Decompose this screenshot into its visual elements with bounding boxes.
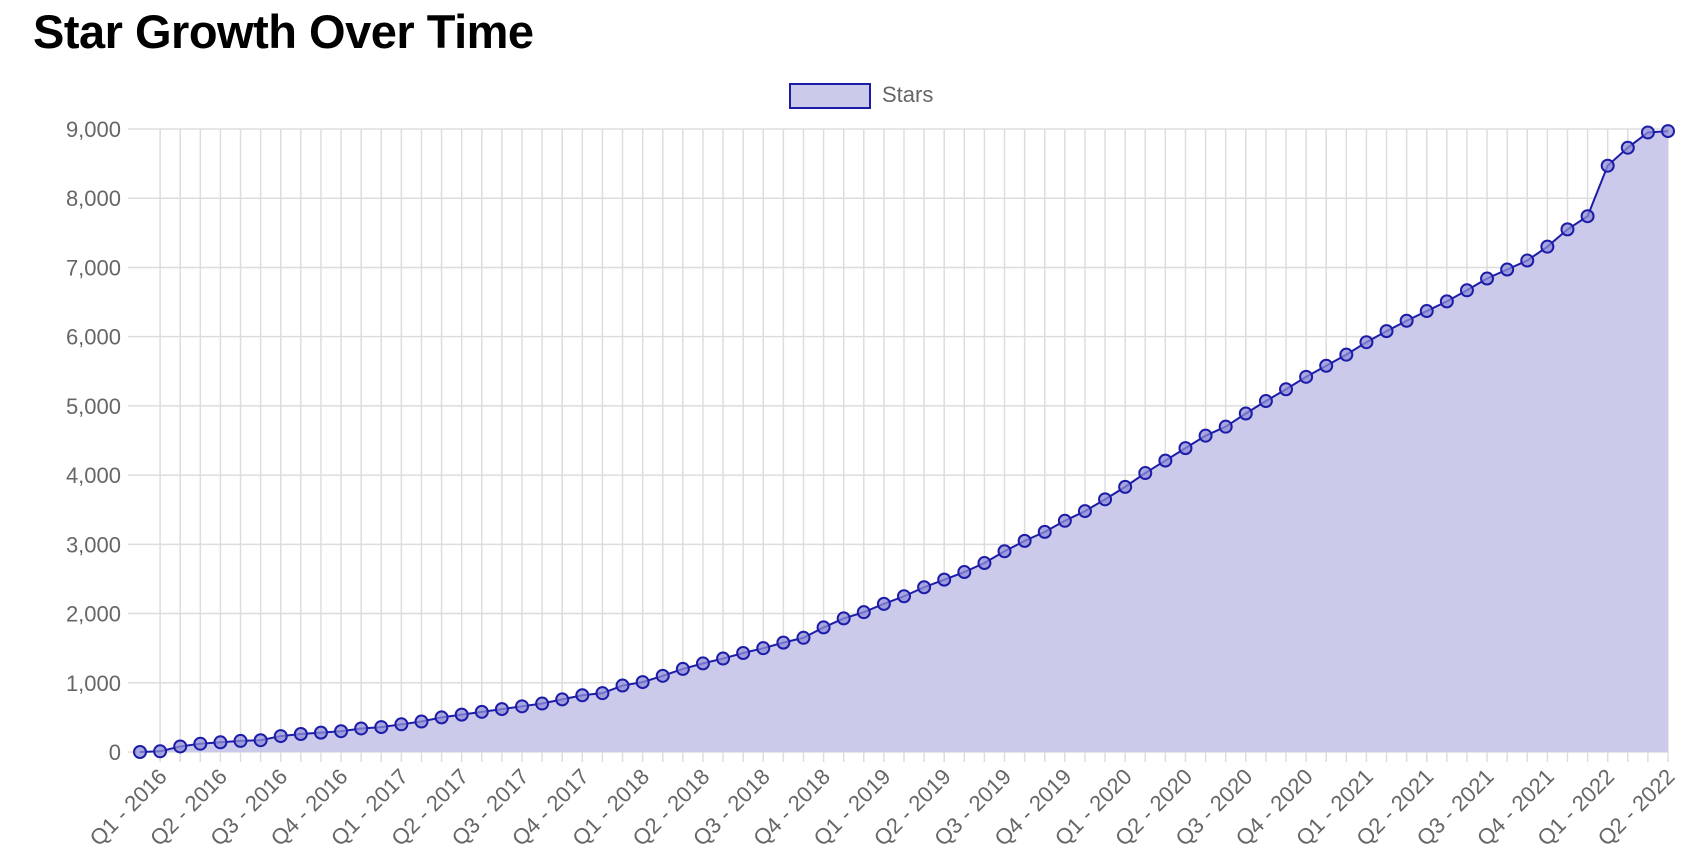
data-point[interactable] — [977, 556, 992, 571]
data-point[interactable] — [253, 733, 268, 748]
data-point[interactable] — [595, 686, 610, 701]
y-tick-label: 2,000 — [66, 602, 121, 627]
data-point[interactable] — [957, 565, 972, 580]
data-point[interactable] — [1399, 313, 1414, 328]
data-point[interactable] — [1118, 479, 1133, 494]
y-tick-label: 4,000 — [66, 463, 121, 488]
data-point[interactable] — [1379, 324, 1394, 339]
data-point[interactable] — [515, 699, 529, 714]
data-point[interactable] — [474, 704, 489, 719]
y-tick-label: 7,000 — [66, 255, 121, 280]
data-point[interactable] — [1600, 158, 1615, 173]
data-point[interactable] — [917, 580, 932, 595]
data-point[interactable] — [555, 692, 570, 707]
data-point[interactable] — [836, 611, 851, 626]
data-point[interactable] — [897, 589, 911, 604]
data-point[interactable] — [394, 717, 409, 732]
data-point[interactable] — [1319, 358, 1334, 373]
data-point[interactable] — [856, 605, 871, 620]
data-point[interactable] — [1459, 283, 1474, 298]
series-stars — [133, 124, 1675, 759]
data-point[interactable] — [354, 721, 369, 736]
data-point[interactable] — [293, 727, 308, 742]
data-point[interactable] — [414, 714, 429, 729]
y-tick-label: 5,000 — [66, 394, 121, 419]
data-point[interactable] — [1218, 419, 1233, 434]
data-point[interactable] — [1339, 347, 1354, 362]
data-point[interactable] — [575, 688, 590, 703]
data-point[interactable] — [1299, 369, 1314, 384]
data-point[interactable] — [1480, 271, 1495, 286]
data-point[interactable] — [776, 635, 791, 650]
y-tick-label: 1,000 — [66, 671, 121, 696]
data-point[interactable] — [1057, 513, 1072, 528]
data-point[interactable] — [1017, 533, 1032, 548]
data-point[interactable] — [334, 724, 349, 739]
data-point[interactable] — [193, 736, 208, 751]
data-point[interactable] — [1158, 453, 1173, 468]
data-point[interactable] — [796, 630, 811, 645]
data-point[interactable] — [1077, 504, 1092, 519]
data-point[interactable] — [1661, 124, 1675, 139]
data-point[interactable] — [1419, 304, 1434, 319]
y-tick-label: 0 — [109, 740, 121, 765]
y-axis-tick-labels: 0 1,000 2,000 3,000 4,000 5,000 6,000 7,000 8,00… — [66, 117, 121, 765]
data-point[interactable] — [1620, 140, 1635, 155]
data-point[interactable] — [876, 596, 891, 611]
data-point[interactable] — [1359, 335, 1374, 350]
data-point[interactable] — [1238, 406, 1253, 421]
y-tick-label: 6,000 — [66, 325, 121, 350]
data-point[interactable] — [173, 739, 188, 754]
data-point[interactable] — [1198, 428, 1213, 443]
data-point[interactable] — [716, 651, 731, 666]
data-point[interactable] — [756, 641, 771, 656]
data-point[interactable] — [233, 733, 248, 748]
data-point[interactable] — [736, 646, 751, 661]
data-point[interactable] — [1258, 394, 1273, 409]
legend-label-stars[interactable]: Stars — [882, 82, 933, 107]
data-point[interactable] — [997, 544, 1012, 559]
page-title: Star Growth Over Time — [33, 5, 534, 58]
data-point[interactable] — [1138, 466, 1153, 481]
data-point[interactable] — [535, 696, 550, 711]
data-point[interactable] — [655, 668, 670, 683]
data-point[interactable] — [374, 720, 389, 735]
data-point[interactable] — [1178, 441, 1193, 456]
data-point[interactable] — [1580, 209, 1595, 224]
data-point[interactable] — [1439, 294, 1454, 309]
data-point[interactable] — [816, 620, 831, 635]
data-point[interactable] — [313, 725, 328, 740]
legend-swatch[interactable] — [789, 83, 871, 109]
data-point[interactable] — [1540, 239, 1555, 254]
data-point[interactable] — [1500, 262, 1515, 277]
data-point[interactable] — [133, 745, 147, 759]
data-point[interactable] — [1640, 125, 1655, 140]
data-point[interactable] — [675, 661, 690, 676]
data-point[interactable] — [1279, 382, 1293, 397]
data-point[interactable] — [1037, 524, 1052, 539]
data-point[interactable] — [635, 675, 650, 690]
y-tick-label: 8,000 — [66, 186, 121, 211]
y-tick-label: 9,000 — [66, 117, 121, 142]
data-point[interactable] — [494, 702, 509, 717]
data-point[interactable] — [1560, 222, 1575, 237]
data-point[interactable] — [1098, 492, 1113, 507]
data-point[interactable] — [213, 735, 228, 750]
data-point[interactable] — [454, 707, 469, 722]
data-point[interactable] — [695, 656, 710, 671]
data-point[interactable] — [273, 729, 288, 744]
data-point[interactable] — [615, 678, 630, 693]
legend[interactable]: Stars — [789, 82, 933, 109]
data-point[interactable] — [937, 572, 952, 587]
data-point[interactable] — [434, 710, 449, 725]
data-point[interactable] — [1520, 253, 1535, 268]
data-point[interactable] — [153, 744, 168, 759]
area-fill — [140, 131, 1668, 752]
y-tick-label: 3,000 — [66, 532, 121, 557]
